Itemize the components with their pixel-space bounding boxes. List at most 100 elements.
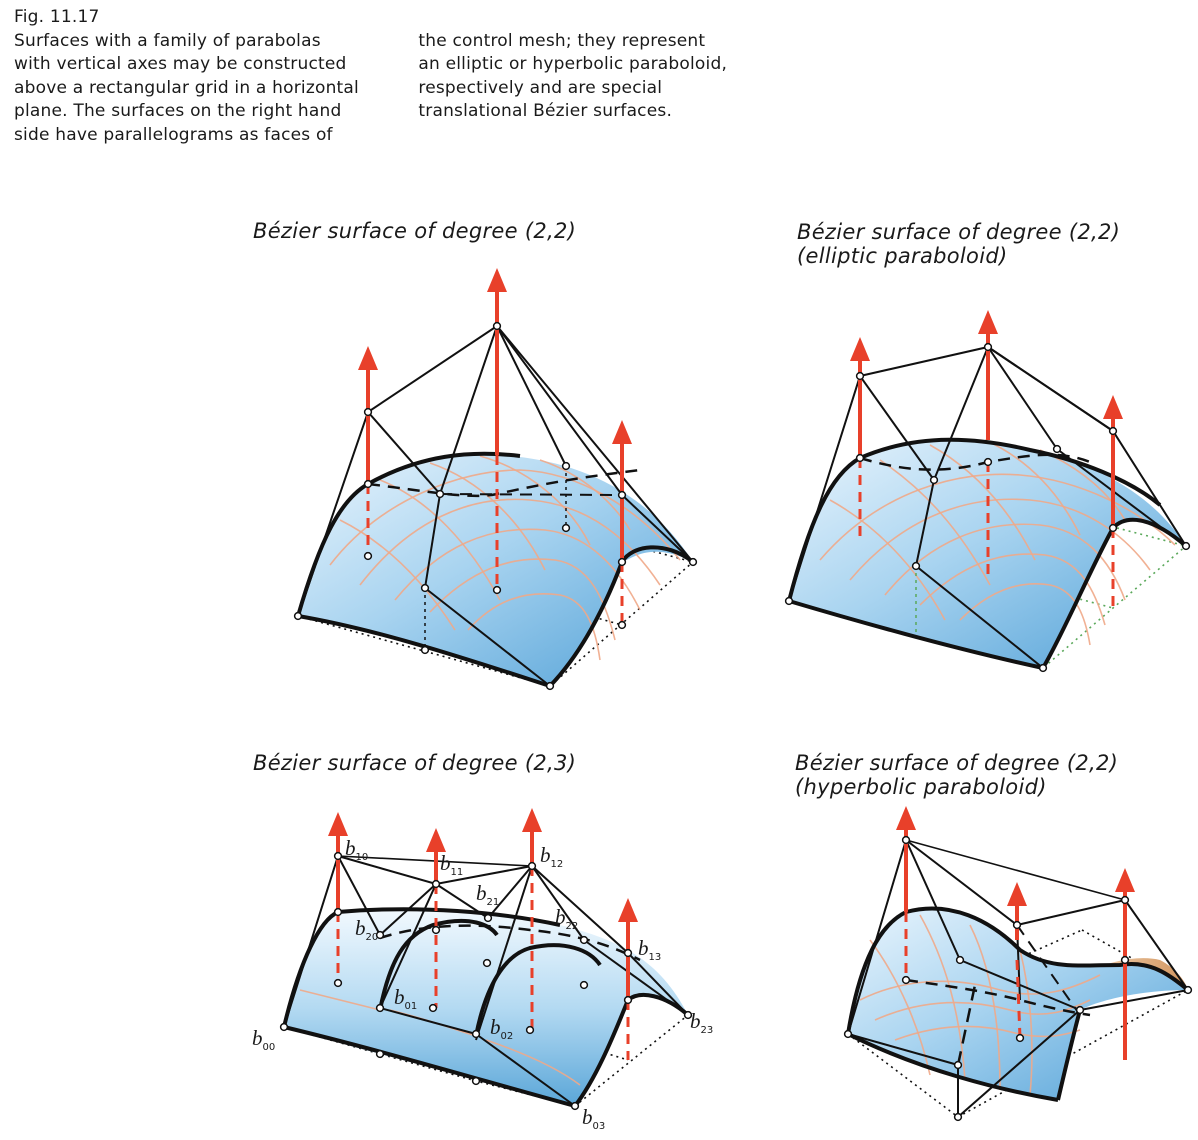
control-point-icon bbox=[1120, 955, 1130, 965]
arrow-head-icon bbox=[522, 808, 542, 832]
surface-grid-line bbox=[879, 459, 991, 586]
control-point-icon bbox=[428, 1003, 438, 1013]
caption-column-2: the control mesh; they represent an elli… bbox=[418, 30, 728, 122]
control-point-icon bbox=[471, 1029, 481, 1039]
surface-grid-line bbox=[884, 523, 1126, 601]
panel-title-text: Bézier surface of degree (2,3) bbox=[253, 751, 577, 775]
surface-grid-line bbox=[829, 499, 946, 621]
control-point-icon bbox=[363, 479, 373, 489]
surface-grid-line bbox=[467, 592, 601, 661]
mesh-line bbox=[959, 959, 1081, 1011]
mesh-polyline bbox=[283, 854, 689, 1028]
control-point-icon bbox=[333, 907, 343, 917]
figure-caption: Fig. 11.17 Surfaces with a family of par… bbox=[14, 6, 734, 148]
arrow-head-icon bbox=[896, 806, 916, 830]
mesh-line bbox=[424, 587, 551, 687]
control-point-index: 01 bbox=[405, 1001, 418, 1012]
control-point-icon bbox=[483, 913, 493, 923]
panel-top-left-drawing bbox=[293, 268, 698, 691]
control-point-icon bbox=[1181, 541, 1191, 551]
mesh-line bbox=[933, 346, 989, 481]
arrow-head-icon bbox=[612, 420, 632, 444]
panel-title-text: Bézier surface of degree (2,2) bbox=[797, 220, 1121, 244]
control-point-icon bbox=[431, 879, 441, 889]
control-point-icon bbox=[333, 978, 343, 988]
bezier-surface bbox=[298, 453, 693, 686]
mesh-line bbox=[496, 325, 694, 563]
control-point-label: b11 bbox=[440, 851, 463, 878]
control-point-icon bbox=[363, 551, 373, 561]
mesh-line bbox=[956, 984, 977, 1066]
control-point-icon bbox=[333, 851, 343, 861]
control-point-index: 11 bbox=[451, 867, 464, 878]
arrow-dashed-segment bbox=[1015, 959, 1022, 1039]
surface-grid-line bbox=[485, 1039, 581, 1086]
control-point-icon bbox=[617, 620, 627, 630]
arrow-head-icon bbox=[1007, 882, 1027, 906]
control-point-index: 23 bbox=[701, 1025, 714, 1036]
surface-grid-line bbox=[359, 498, 661, 586]
surface-grid-line bbox=[874, 999, 1091, 1021]
control-point-label: b23 bbox=[690, 1009, 713, 1036]
mesh-line bbox=[439, 325, 498, 495]
control-point-icon bbox=[420, 583, 430, 593]
mesh-line bbox=[475, 865, 533, 1041]
control-point-icon bbox=[420, 645, 430, 655]
control-point-icon bbox=[855, 371, 865, 381]
surface-grid-line bbox=[869, 939, 931, 1076]
surface-boundary bbox=[788, 599, 1044, 670]
control-point-index: 20 bbox=[366, 932, 379, 943]
control-point-icon bbox=[1108, 426, 1118, 436]
control-point-icon bbox=[929, 475, 939, 485]
arrow-head-icon bbox=[850, 337, 870, 361]
control-point-icon bbox=[843, 1029, 853, 1039]
control-point-icon bbox=[375, 930, 385, 940]
surface-grid-line bbox=[894, 1025, 1081, 1041]
panel-bottom-right-drawing bbox=[843, 806, 1193, 1122]
surface-grid-line bbox=[329, 469, 681, 566]
control-point-icon bbox=[983, 342, 993, 352]
arrow-head-icon bbox=[328, 812, 348, 836]
mesh-line bbox=[367, 411, 441, 495]
figure-number: Fig. 11.17 bbox=[14, 7, 100, 27]
surface-grid-line bbox=[299, 989, 381, 1011]
control-point-icon bbox=[492, 585, 502, 595]
mesh-line bbox=[531, 865, 585, 941]
control-point-index: 00 bbox=[263, 1042, 276, 1053]
mesh-line bbox=[987, 346, 1058, 450]
control-point-icon bbox=[955, 955, 965, 965]
panel-top-right-drawing bbox=[784, 310, 1191, 673]
control-point-icon bbox=[561, 461, 571, 471]
control-point-icon bbox=[579, 980, 589, 990]
hidden-boundary bbox=[379, 924, 641, 962]
control-point-icon bbox=[363, 407, 373, 417]
control-point-index: 21 bbox=[487, 897, 500, 908]
panel-title-bottom-right: Bézier surface of degree (2,2) (hyperbol… bbox=[795, 751, 1118, 799]
control-point-icon bbox=[482, 958, 492, 968]
mesh-line bbox=[379, 1007, 477, 1035]
control-point-icon bbox=[623, 995, 633, 1005]
control-point-label: b21 bbox=[476, 881, 499, 908]
control-point-icon bbox=[953, 1060, 963, 1070]
control-point-icon bbox=[1108, 523, 1118, 533]
surface-grid-line bbox=[339, 519, 456, 631]
arrow-head-icon bbox=[358, 346, 378, 370]
mesh-line bbox=[859, 375, 935, 481]
control-point-icon bbox=[683, 1010, 693, 1020]
surface-boundary bbox=[283, 1025, 576, 1108]
control-point-label: b03 bbox=[582, 1105, 605, 1132]
panel-title-bottom-left: Bézier surface of degree (2,3) bbox=[253, 751, 576, 775]
panel-title-top-left: Bézier surface of degree (2,2) bbox=[253, 219, 576, 243]
base-grid-line bbox=[957, 989, 1189, 1118]
control-point-icon bbox=[545, 681, 555, 691]
control-point-index: 12 bbox=[551, 859, 564, 870]
arrow-head-icon bbox=[426, 828, 446, 852]
bezier-surface bbox=[848, 908, 1188, 1100]
control-point-icon bbox=[623, 948, 633, 958]
control-point-icon bbox=[435, 489, 445, 499]
control-point-index: 10 bbox=[356, 852, 369, 863]
surface-grid-line bbox=[859, 974, 1101, 1001]
mesh-line bbox=[379, 883, 437, 936]
control-point-icon bbox=[1120, 895, 1130, 905]
